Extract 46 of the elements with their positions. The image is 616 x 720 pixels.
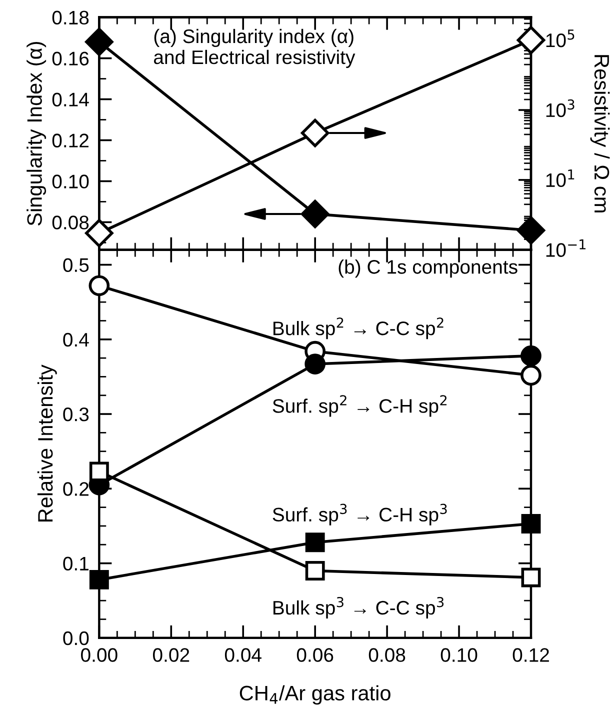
point — [305, 532, 325, 552]
point — [300, 118, 330, 148]
annotation: Surf. sp$^{2}$ → C-H sp$^{2}$ — [272, 395, 447, 417]
y-axis-title: Relative Intensity — [37, 364, 57, 522]
y2-tick-label: 10$^{1}$ — [546, 169, 574, 188]
point — [516, 26, 546, 54]
point — [521, 514, 541, 534]
annotation: Bulk sp$^{3}$ → C-C sp$^{3}$ — [273, 596, 444, 619]
point — [89, 462, 109, 482]
y-tick-label: 0.14 — [52, 92, 89, 106]
y-tick-label: 0.10 — [52, 174, 89, 188]
point — [520, 364, 542, 386]
y-tick-label: 0.2 — [63, 482, 88, 496]
annotation: (a) Singularity index (α) and Electrical resistivity — [154, 28, 356, 68]
point — [300, 200, 330, 228]
y-tick-label: 0.18 — [52, 10, 89, 25]
point — [304, 354, 326, 374]
x-tick-label: 0.02 — [152, 648, 190, 662]
x-tick-label: 0.08 — [368, 648, 406, 662]
y-tick-label: 0.1 — [63, 556, 89, 571]
point — [305, 561, 325, 580]
y-tick-label: 0.4 — [63, 332, 89, 347]
x-tick-label: 0.06 — [296, 648, 334, 662]
point — [89, 570, 109, 590]
point — [88, 275, 110, 296]
x-tick-label: 0.12 — [512, 648, 549, 662]
x-axis-title: CH$_{4}$/Ar gas ratio — [240, 685, 390, 705]
y2-tick-label: 10$^{3}$ — [546, 99, 574, 118]
y2-tick-label: 10$^{−1}$ — [546, 239, 586, 257]
x-tick-label: 0.10 — [440, 648, 478, 662]
y-tick-label: 0.16 — [52, 52, 89, 66]
annotation: Bulk sp$^{2}$ → C-C sp$^{2}$ — [273, 318, 444, 340]
annotation: (b) C 1s components — [338, 260, 518, 278]
y-tick-label: 0.12 — [52, 134, 88, 148]
y-axis-title: Singularity Index (α) — [26, 42, 46, 226]
y-tick-label: 0.08 — [52, 216, 89, 230]
y-tick-label: 0.3 — [63, 407, 89, 422]
x-tick-label: 0.04 — [224, 648, 262, 662]
point — [520, 345, 542, 366]
point — [521, 568, 541, 588]
y2-tick-label: 10$^{5}$ — [546, 30, 574, 48]
x-tick-label: 0.00 — [81, 648, 118, 662]
y-tick-label: 0.5 — [63, 258, 89, 272]
y-tick-label: 0.0 — [63, 631, 89, 646]
annotation: Surf. sp$^{3}$ → C-H sp$^{3}$ — [272, 504, 447, 526]
y2-axis-title: Resistivity / Ω cm — [590, 55, 610, 212]
